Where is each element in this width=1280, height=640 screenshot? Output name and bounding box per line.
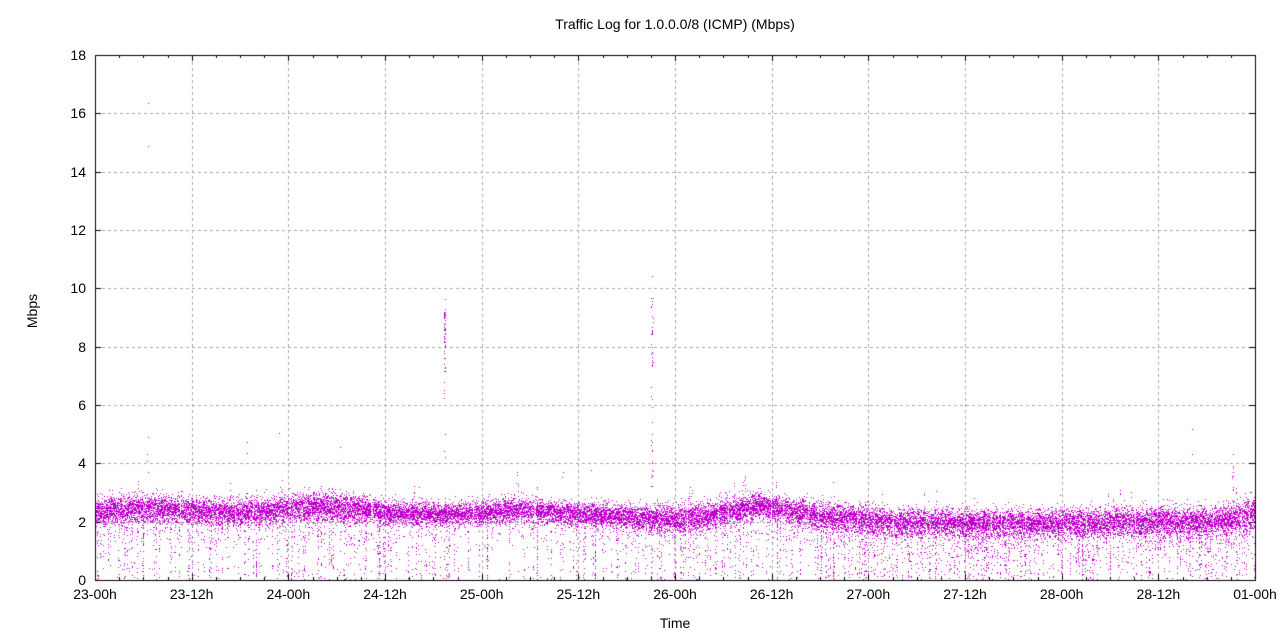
x-axis-title: Time (659, 615, 691, 631)
x-tick-label: 23-00h (73, 586, 117, 602)
x-tick-label: 24-12h (363, 586, 407, 602)
y-tick-label: 2 (78, 513, 86, 530)
x-tick-label: 27-12h (943, 586, 987, 602)
y-tick-label: 18 (70, 47, 86, 63)
y-tick-label: 4 (78, 455, 86, 472)
y-tick-label: 10 (70, 280, 86, 297)
y-axis-title: Mbps (24, 293, 40, 329)
y-tick-label: 14 (70, 163, 86, 180)
x-tick-label: 27-00h (846, 586, 891, 602)
x-tick-label: 28-12h (1136, 586, 1181, 602)
x-tick-label: 24-00h (266, 586, 311, 602)
y-tick-label: 8 (78, 338, 86, 355)
chart-title: Traffic Log for 1.0.0.0/8 (ICMP) (Mbps) (555, 16, 795, 32)
x-tick-label: 01-00h (1233, 586, 1277, 602)
x-tick-label: 26-12h (749, 586, 794, 602)
x-tick-label: 28-00h (1039, 586, 1084, 602)
x-tick-label: 25-00h (459, 586, 504, 602)
x-tick-label: 26-00h (653, 586, 697, 602)
y-tick-label: 12 (70, 222, 86, 238)
x-tick-label: 23-12h (169, 586, 214, 602)
y-tick-label: 16 (70, 105, 86, 122)
y-tick-label: 6 (78, 397, 86, 413)
y-tick-label: 0 (78, 572, 86, 588)
x-tick-label: 25-12h (556, 586, 601, 602)
